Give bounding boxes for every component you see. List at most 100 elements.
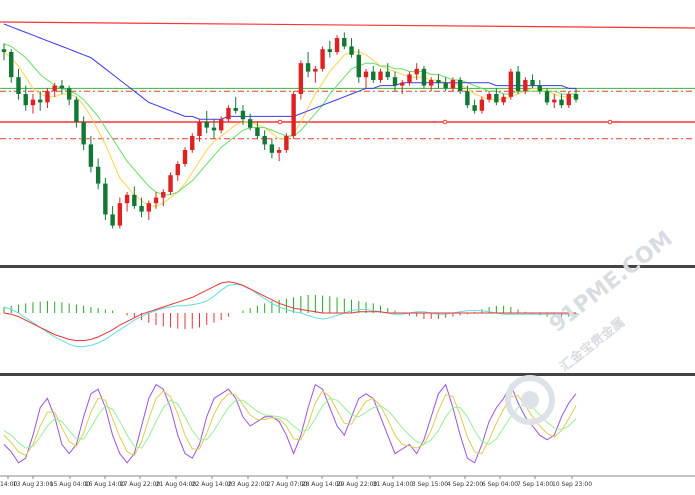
candle-body (385, 71, 390, 78)
candle-body (95, 166, 101, 184)
level-marker (607, 119, 613, 125)
candle-body (414, 68, 419, 75)
panel-separators (0, 265, 695, 477)
candle-body (327, 49, 333, 52)
x-tick-label: 17 Aug 22:00 (120, 481, 161, 488)
candle-body (182, 150, 188, 164)
x-tick-label: 4 Sep 22:00 (447, 481, 483, 488)
candle-body (436, 80, 441, 83)
x-tick-label: 23 Aug 22:00 (228, 481, 269, 488)
candle-body (378, 71, 383, 80)
x-tick-label: 6 Sep 04:00 (482, 481, 518, 488)
candle-body (247, 119, 253, 128)
candle-body (103, 183, 108, 215)
x-tick-label: 16 Aug 14:00 (85, 481, 126, 488)
candle-body (74, 99, 79, 122)
level-marker (277, 119, 283, 125)
candle-body (443, 82, 448, 89)
x-tick-label: 3 Sep 15:00 (412, 481, 448, 488)
candle-body (450, 80, 456, 89)
candle-body (226, 108, 231, 120)
candle-body (197, 122, 202, 136)
candle-body (9, 52, 14, 78)
x-tick-label: 29 Aug 22:00 (337, 481, 378, 488)
candle-body (356, 54, 361, 78)
candle-body (552, 99, 557, 103)
candle-body (16, 77, 21, 94)
candle-body (117, 203, 123, 226)
candle-body (219, 119, 224, 131)
x-tick-label: 31 Aug 14:00 (373, 481, 414, 488)
candle-body (428, 80, 434, 86)
candle-body (400, 82, 405, 86)
candle-body (559, 99, 564, 106)
moving-average-line (3, 23, 576, 120)
candle-body (349, 46, 354, 55)
candle-body (211, 127, 217, 131)
candle-body (494, 94, 499, 103)
price-macd-separator (0, 265, 695, 268)
candle-body (371, 71, 376, 80)
candle-body (276, 150, 282, 153)
moving-average-line (3, 43, 576, 196)
candle-body (139, 206, 144, 212)
candle-body (457, 80, 463, 92)
candle-body (573, 94, 579, 100)
candle-body (544, 91, 550, 103)
candle-body (472, 105, 477, 111)
candle-body (110, 214, 115, 226)
candle-body (66, 88, 72, 100)
candle-body (537, 85, 542, 92)
candle-body (342, 38, 347, 47)
candle-body (566, 94, 571, 106)
candle-body (320, 49, 325, 69)
candle-body (38, 99, 43, 103)
candle-body (255, 127, 260, 136)
x-tick-label: 14:00 (0, 481, 17, 488)
candle-body (240, 110, 246, 120)
candle-body (146, 203, 152, 212)
candle-body (161, 192, 166, 198)
macd-signal-line (3, 281, 576, 342)
x-tick-label: 7 Sep 14:00 (517, 481, 553, 488)
candle-body (23, 94, 28, 106)
macd-osc-separator (0, 373, 695, 376)
x-tick-label: 22 Aug 14:00 (192, 481, 233, 488)
x-tick-label: 21 Aug 04:00 (156, 481, 197, 488)
candle-body (1, 49, 7, 52)
x-tick-label: 28 Aug 14:00 (302, 481, 343, 488)
horizontal-level-line (0, 21, 695, 29)
candle-body (52, 85, 57, 92)
candle-body (363, 71, 369, 78)
candle-body (153, 197, 159, 204)
candle-body (530, 80, 535, 86)
candle-body (508, 71, 514, 97)
candle-body (262, 136, 267, 145)
x-tick-label: 10 Sep 23:00 (552, 481, 592, 488)
candle-body (523, 80, 528, 92)
candle-body (284, 136, 289, 150)
candle-body (305, 63, 311, 72)
candle-body (298, 63, 304, 94)
candle-body (313, 68, 318, 72)
candle-body (204, 122, 209, 128)
candle-body (59, 85, 65, 89)
macd-signal-line (3, 283, 576, 348)
x-tick-label: 15 Aug 04:00 (50, 481, 91, 488)
candle-body (479, 99, 485, 111)
candle-body (465, 91, 470, 106)
candle-body (501, 96, 506, 103)
price-panel (0, 21, 695, 229)
oscillator-panel (3, 383, 577, 464)
candle-body (421, 68, 427, 86)
candle-body (124, 194, 130, 204)
candle-body (392, 77, 398, 86)
candle-body (88, 144, 94, 167)
candle-body (190, 136, 195, 150)
candle-body (30, 99, 36, 106)
candle-body (291, 94, 296, 136)
candle-body (81, 122, 86, 145)
level-marker (442, 119, 448, 125)
